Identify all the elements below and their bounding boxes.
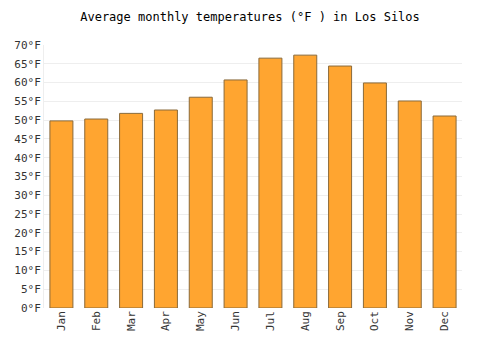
svg-text:60°F: 60°F — [14, 76, 41, 89]
svg-text:50°F: 50°F — [14, 114, 41, 127]
svg-text:0°F: 0°F — [21, 302, 41, 315]
svg-text:Feb: Feb — [90, 311, 103, 331]
svg-text:70°F: 70°F — [14, 39, 41, 52]
svg-text:Aug: Aug — [299, 311, 312, 331]
svg-text:Apr: Apr — [159, 311, 172, 331]
svg-text:65°F: 65°F — [14, 58, 41, 71]
svg-text:Dec: Dec — [438, 311, 451, 331]
svg-text:20°F: 20°F — [14, 227, 41, 240]
svg-text:35°F: 35°F — [14, 170, 41, 183]
svg-text:55°F: 55°F — [14, 95, 41, 108]
svg-text:Sep: Sep — [334, 311, 347, 331]
svg-text:Jan: Jan — [55, 311, 68, 331]
svg-text:Mar: Mar — [125, 311, 138, 331]
svg-text:15°F: 15°F — [14, 245, 41, 258]
svg-text:30°F: 30°F — [14, 189, 41, 202]
svg-text:10°F: 10°F — [14, 264, 41, 277]
svg-text:Jul: Jul — [264, 311, 277, 331]
svg-text:40°F: 40°F — [14, 152, 41, 165]
svg-text:45°F: 45°F — [14, 133, 41, 146]
svg-text:25°F: 25°F — [14, 208, 41, 221]
svg-text:Average monthly temperatures (: Average monthly temperatures (°F ) in Lo… — [80, 10, 420, 24]
svg-text:Nov: Nov — [403, 311, 416, 331]
svg-text:Jun: Jun — [229, 311, 242, 331]
svg-text:May: May — [194, 311, 207, 331]
svg-text:5°F: 5°F — [21, 283, 41, 296]
svg-text:Oct: Oct — [368, 311, 381, 331]
